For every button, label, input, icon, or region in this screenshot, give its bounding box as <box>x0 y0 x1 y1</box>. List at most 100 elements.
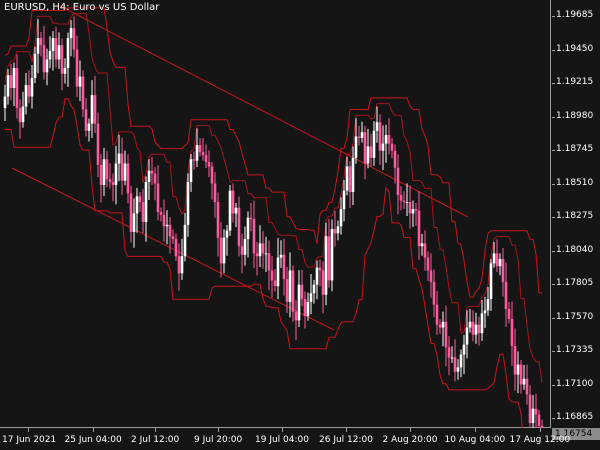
price-axis-tick <box>552 250 555 252</box>
candle-body <box>204 154 208 163</box>
candle <box>450 346 454 364</box>
candle <box>501 247 505 297</box>
candle-body <box>48 50 52 60</box>
trend-channel-lower[interactable] <box>11 167 335 331</box>
candle-body <box>534 408 538 415</box>
candle-body <box>516 364 520 375</box>
candle-body <box>108 179 112 183</box>
candle <box>516 351 520 394</box>
time-axis-tick <box>540 428 541 432</box>
candle-body <box>348 166 352 193</box>
candle <box>237 196 241 257</box>
candle <box>537 409 541 428</box>
candle <box>123 150 127 186</box>
candle <box>498 253 502 276</box>
candle-body <box>186 182 190 225</box>
candle <box>435 290 439 335</box>
candle <box>180 238 184 280</box>
candle-body <box>477 324 481 334</box>
candle <box>420 233 424 256</box>
candle-body <box>153 173 157 184</box>
candle-body <box>390 143 394 151</box>
candle-body <box>366 146 370 164</box>
candle-body <box>369 146 373 158</box>
candle <box>231 183 235 223</box>
candle-body <box>276 257 280 287</box>
time-axis-label: 25 Jun 04:00 <box>64 435 122 445</box>
candle <box>351 146 355 206</box>
candle <box>243 226 247 266</box>
candle-body <box>336 226 340 234</box>
candle-body <box>294 311 298 321</box>
time-axis[interactable]: 17 Jun 2021 25 Jun 04:00 2 Jul 12:00 9 Jul … <box>0 428 600 450</box>
candle <box>387 118 391 155</box>
channel-layer <box>11 5 469 331</box>
candle <box>12 62 16 107</box>
price-axis-label: 1.17805 <box>556 278 594 288</box>
candle-body <box>144 182 148 222</box>
candle <box>396 154 400 215</box>
candle-body <box>345 166 349 191</box>
candle <box>390 137 394 159</box>
candle <box>111 173 115 202</box>
time-axis-label: 17 Jun 2021 <box>2 435 57 445</box>
price-axis-label: 1.16865 <box>556 412 594 422</box>
candle <box>9 63 13 101</box>
price-axis-label: 1.18040 <box>556 244 594 255</box>
candle-body <box>63 68 67 74</box>
candle-body <box>168 224 172 237</box>
price-axis-label: 1.17570 <box>556 311 594 322</box>
candle-body <box>246 217 250 240</box>
candle-body <box>453 357 457 372</box>
candle <box>267 240 271 291</box>
candle <box>282 238 286 296</box>
candle-body <box>300 284 304 299</box>
candle-body <box>519 364 523 385</box>
candle <box>303 291 307 329</box>
candle <box>447 336 451 376</box>
candle <box>183 212 187 262</box>
trend-channel-upper[interactable] <box>59 5 469 218</box>
candle-body <box>330 229 334 281</box>
candle-body <box>441 321 445 328</box>
candle-body <box>81 76 85 110</box>
price-axis[interactable]: 1.19685 1.19450 1.19215 1.18980 1.18745 1.185… <box>552 0 600 428</box>
candle-body <box>309 293 313 302</box>
price-axis-tick <box>552 183 555 185</box>
price-axis-label: 1.19450 <box>556 43 594 54</box>
price-chart[interactable] <box>0 0 551 428</box>
candle <box>381 125 385 170</box>
candle-body <box>537 414 541 426</box>
candle <box>402 191 406 209</box>
candle-body <box>219 237 223 264</box>
price-axis-label: 1.18510 <box>556 177 594 188</box>
candle <box>60 38 64 91</box>
candle-body <box>123 163 127 181</box>
price-axis-tick <box>552 384 555 386</box>
candle-body <box>72 28 76 50</box>
candle <box>285 266 289 314</box>
candle <box>234 202 238 228</box>
candle-body <box>396 167 400 195</box>
candle <box>201 138 205 161</box>
candle-body <box>99 164 103 185</box>
candle <box>441 311 445 347</box>
price-axis-tick <box>552 16 555 17</box>
candle <box>255 241 259 276</box>
candle <box>345 156 349 196</box>
candle <box>210 161 214 200</box>
candle <box>339 197 343 235</box>
candle-body <box>177 256 181 274</box>
candle <box>330 219 334 292</box>
caption-separator: , <box>45 2 53 13</box>
plot-area[interactable]: EURUSD, H4: Euro vs US Dollar <box>0 0 551 428</box>
candle <box>315 260 319 300</box>
candle-body <box>201 152 205 155</box>
timeframe: H4 <box>52 2 67 13</box>
candle-body <box>279 254 283 258</box>
candle-body <box>312 284 316 294</box>
candle <box>483 296 487 328</box>
candle-body <box>540 425 544 428</box>
candle-body <box>333 229 337 234</box>
